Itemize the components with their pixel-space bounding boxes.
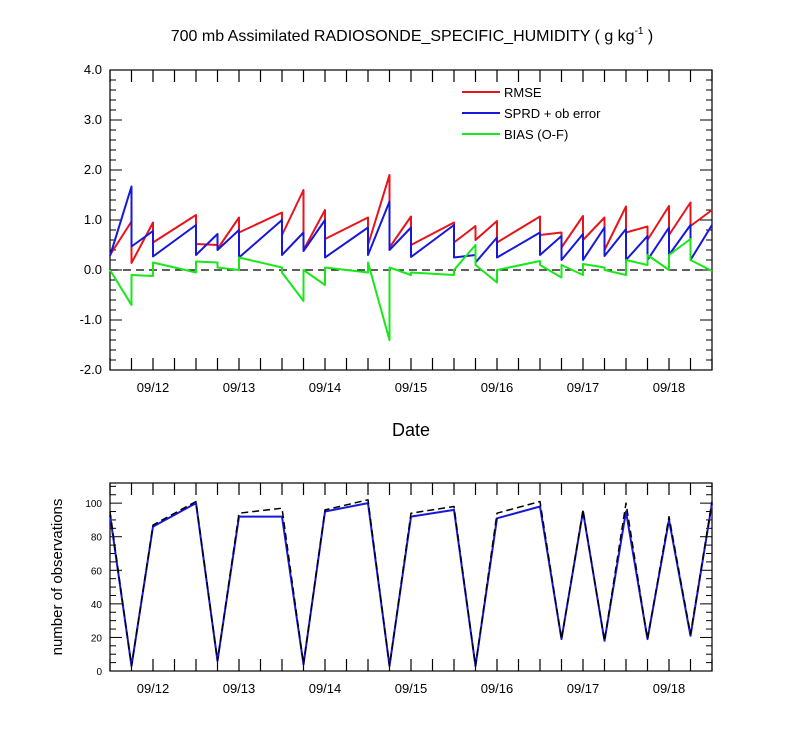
x-tick-label: 09/12	[137, 681, 170, 696]
series-line-1	[109, 499, 713, 667]
bottom-y-ticks: 0 20 40 60 80 100	[85, 485, 712, 678]
x-axis-label: Date	[392, 420, 430, 440]
chart-title-superscript: -1	[635, 26, 644, 37]
bottom-series-group	[109, 499, 713, 667]
top-y-ticks: -2.0 -1.0 0.0 1.0 2.0 3.0 4.0	[80, 62, 712, 377]
legend-label-1: SPRD + ob error	[504, 106, 601, 121]
legend-label-2: BIAS (O-F)	[504, 127, 568, 142]
x-tick-label: 09/18	[653, 681, 686, 696]
y-tick-label: 40	[91, 600, 103, 611]
x-tick-label: 09/16	[481, 681, 514, 696]
series-line-0	[109, 502, 713, 667]
legend: RMSE SPRD + ob error BIAS (O-F)	[462, 85, 601, 142]
y-tick-label: -1.0	[80, 312, 102, 327]
y-tick-label: 0.0	[84, 262, 102, 277]
y-tick-label: 20	[91, 633, 103, 644]
x-tick-label: 09/13	[223, 380, 256, 395]
y-tick-label: 1.0	[84, 212, 102, 227]
bottom-plot-frame	[109, 482, 713, 672]
series-line-1	[109, 185, 713, 264]
chart-title-end: )	[643, 28, 653, 45]
x-tick-label: 09/12	[137, 380, 170, 395]
legend-label-0: RMSE	[504, 85, 542, 100]
x-tick-label: 09/16	[481, 380, 514, 395]
top-x-ticks: 09/12 09/13 09/14 09/15 09/16 09/17 09/18	[109, 70, 713, 395]
y-tick-label: 100	[85, 499, 102, 510]
top-plot: -2.0-1.00.01.02.03.04.0 09/12 09/13 09/14 0…	[80, 62, 713, 440]
y-tick-label: 3.0	[84, 112, 102, 127]
y-tick-label: 0	[96, 667, 102, 678]
chart-title: 700 mb Assimilated RADIOSONDE_SPECIFIC_H…	[171, 26, 654, 45]
x-tick-label: 09/18	[653, 380, 686, 395]
x-tick-label: 09/15	[395, 681, 428, 696]
x-tick-label: 09/13	[223, 681, 256, 696]
chart-title-main: 700 mb Assimilated RADIOSONDE_SPECIFIC_H…	[171, 28, 635, 45]
x-tick-label: 09/17	[567, 681, 600, 696]
top-series-group	[109, 174, 713, 341]
y-tick-label: 2.0	[84, 162, 102, 177]
y-tick-label: -2.0	[80, 362, 102, 377]
x-tick-label: 09/15	[395, 380, 428, 395]
x-tick-label: 09/14	[309, 380, 342, 395]
x-tick-label: 09/17	[567, 380, 600, 395]
bottom-plot: 0 20 40 60 80 100 09/12 09/13 09/14 09/15 09/16 09…	[49, 482, 713, 696]
x-tick-label: 09/14	[309, 681, 342, 696]
y-tick-label: 4.0	[84, 62, 102, 77]
y-tick-label: 80	[91, 533, 103, 544]
y-axis-label: number of observations	[49, 499, 66, 656]
series-line-2	[109, 238, 713, 341]
y-tick-label: 60	[91, 566, 103, 577]
